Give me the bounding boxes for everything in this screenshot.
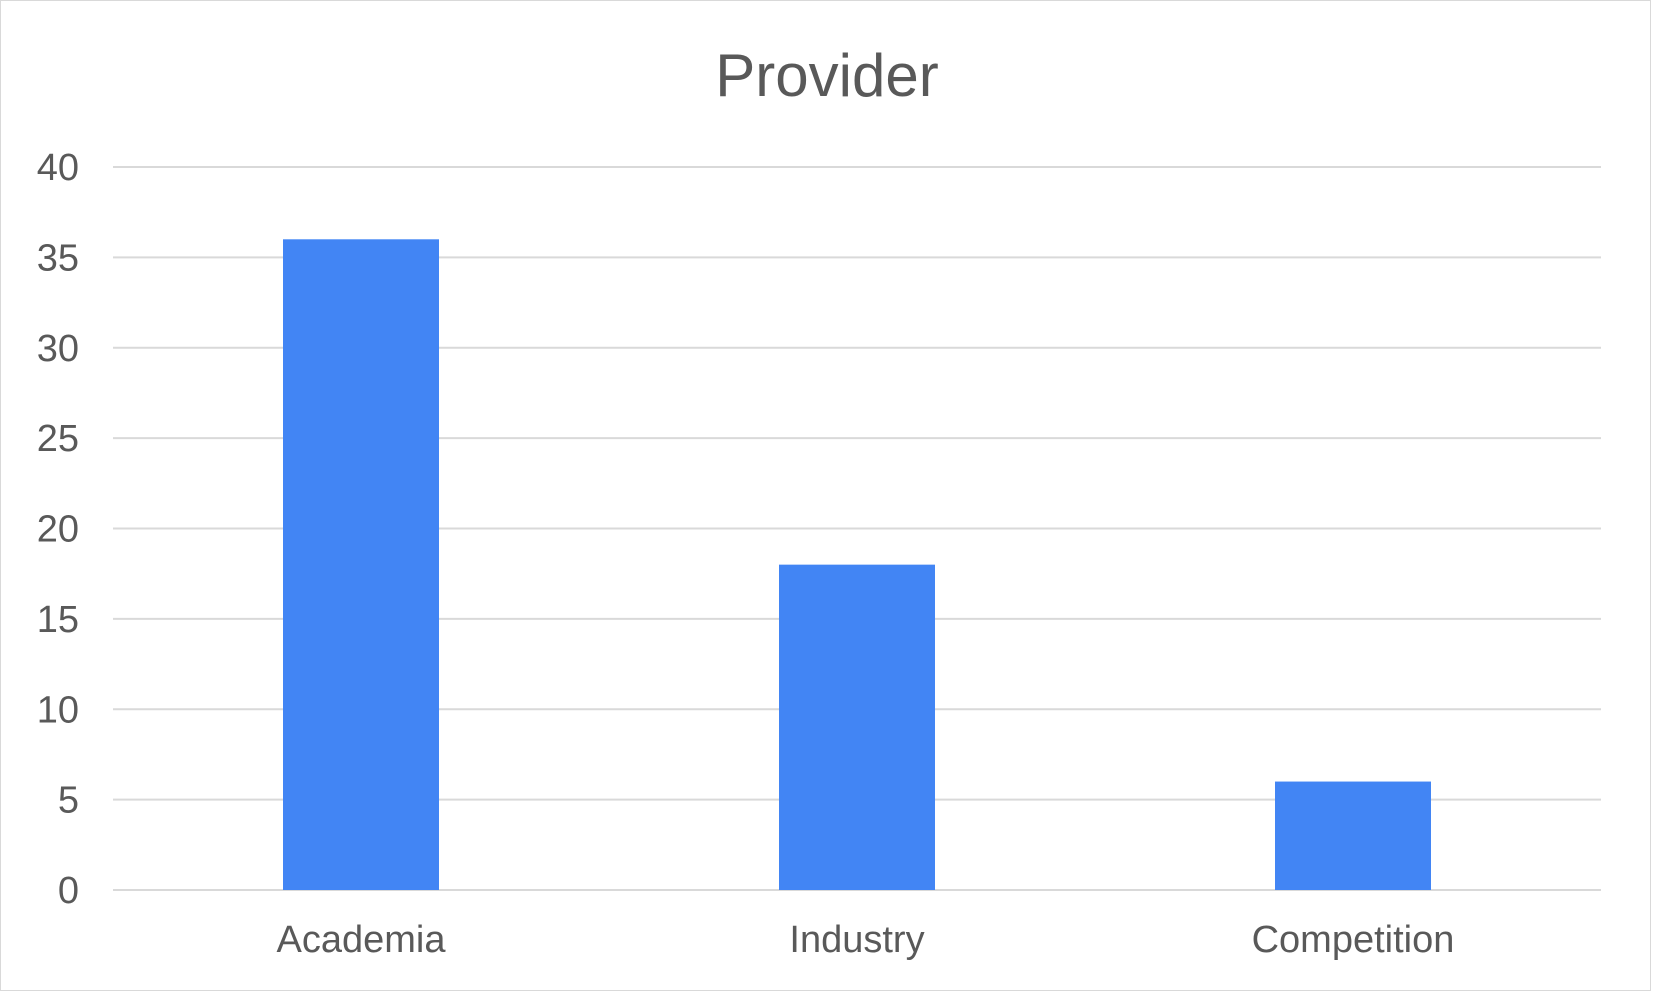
y-tick-label: 10 <box>37 689 79 731</box>
chart-title: Provider <box>715 42 938 109</box>
y-tick-label: 15 <box>37 599 79 641</box>
bar-academia <box>283 239 439 891</box>
y-axis-tick-labels: 0 5 10 15 20 25 30 35 40 <box>37 147 79 912</box>
y-tick-label: 40 <box>37 147 79 189</box>
bar-industry <box>779 564 935 890</box>
y-tick-label: 0 <box>58 870 79 912</box>
y-tick-label: 20 <box>37 509 79 551</box>
bar-competition <box>1275 781 1431 890</box>
x-tick-label-competition: Competition <box>1252 919 1455 961</box>
x-axis-tick-labels: Academia Industry Competition <box>277 919 1455 961</box>
y-tick-label: 35 <box>37 237 79 279</box>
y-tick-label: 5 <box>58 780 79 822</box>
y-tick-label: 25 <box>37 418 79 460</box>
x-tick-label-academia: Academia <box>277 919 447 961</box>
x-tick-label-industry: Industry <box>789 919 924 961</box>
y-tick-label: 30 <box>37 328 79 370</box>
bars <box>283 239 1431 891</box>
